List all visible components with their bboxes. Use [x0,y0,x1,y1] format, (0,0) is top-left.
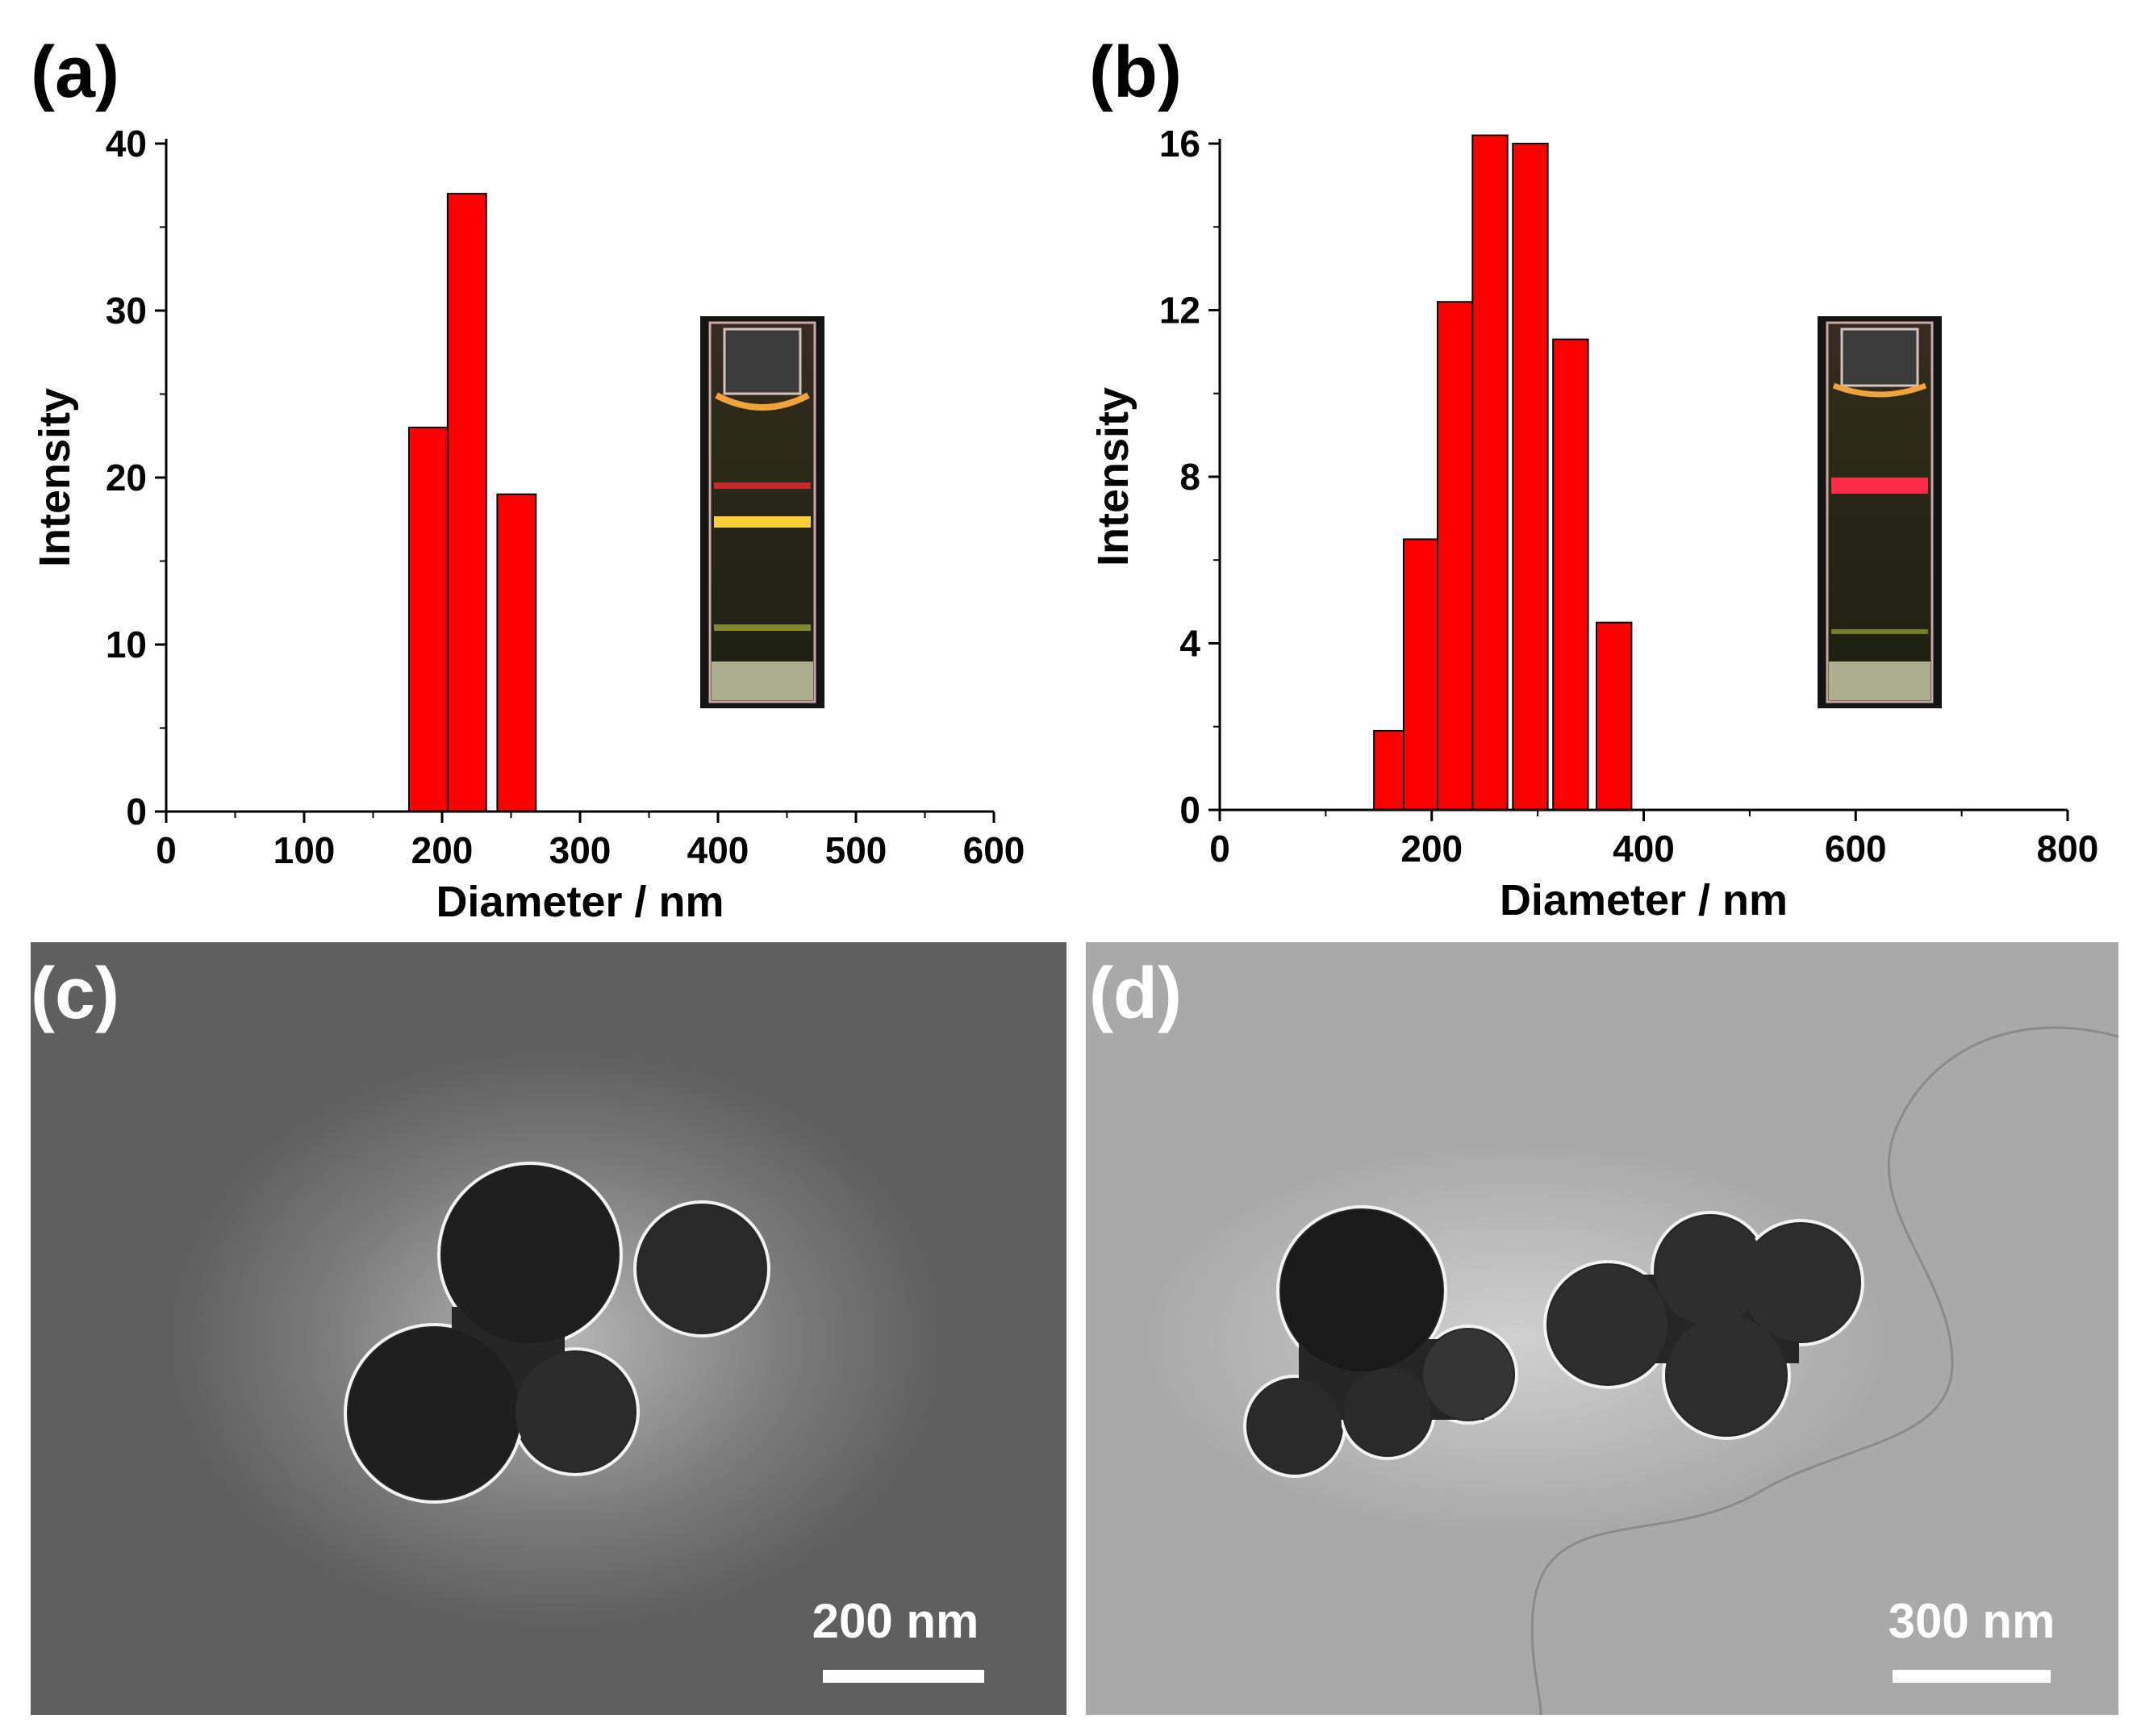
panel-a-y-tick-label: 40 [106,123,147,165]
panel-b-x-tick-label: 400 [1613,828,1675,870]
panel-c-particle-cluster [344,1162,770,1504]
panel-a-bar-1 [446,193,487,813]
panel-a-bar-0 [407,426,449,813]
panel-a-x-tick-label: 300 [549,829,611,871]
panel-b-y-axis-title: Intensity [1089,387,1137,566]
panel-b-x-tick-label: 200 [1400,828,1463,870]
panel-c-scale-bar [823,1670,984,1683]
panel-b-bars [1373,134,1633,812]
panel-c-label: (c) [31,954,119,1034]
panel-a-x-tick-label: 200 [411,829,474,871]
panel-d-particle-cluster [1243,1205,1864,1478]
panel-d-scale-bar [1893,1670,2051,1683]
panel-a-y-tick-label: 0 [126,791,147,833]
panel-b-bar-1 [1402,538,1440,811]
panel-b-x-axis-title: Diameter / nm [1500,876,1788,924]
panel-a-y-tick-label: 20 [106,457,147,499]
panel-b-bar-2 [1436,301,1474,811]
panel-d-label: (d) [1089,954,1182,1034]
panel-a-x-axis-title: Diameter / nm [436,878,724,926]
panel-b-axes: 0 200 400 600 800 0 4 8 12 16 Diameter / nm Intensi… [1089,123,2098,924]
panel-a-label: (a) [31,32,119,113]
panel-a-y-axis-title: Intensity [31,388,79,567]
panel-d-scale-bar-label: 300 nm [1889,1594,2056,1648]
panel-b-bar-3 [1471,134,1509,812]
panel-a-y-tick-label: 10 [106,624,147,666]
panel-b-bar-6 [1596,621,1633,811]
panel-b-y-tick-label: 16 [1159,123,1200,165]
panel-b-y-tick-label: 4 [1179,623,1200,665]
panel-b-bar-5 [1552,338,1589,811]
panel-b-inset-cuvette-photo [1818,316,1942,708]
panel-a-x-tick-label: 100 [273,829,336,871]
panel-a-x-tick-label: 0 [156,829,177,871]
panel-c-scale-bar-label: 200 nm [812,1594,979,1648]
panel-b-bar-4 [1512,143,1549,811]
panel-b-x-tick-label: 0 [1209,828,1230,870]
panel-a-x-tick-label: 600 [963,829,1025,871]
panel-b-x-tick-label: 600 [1825,828,1887,870]
panel-a-y-tick-label: 30 [106,290,147,332]
panel-a-bars [407,193,537,813]
panel-a-x-tick-label: 500 [825,829,887,871]
panel-a-axes: 0 100 200 300 400 500 600 0 10 20 30 40 Diameter / n… [31,123,1025,926]
panel-d-tem-image: (d) 300 nm [1086,942,2119,1716]
panel-b-x-tick-label: 800 [2037,828,2099,870]
panel-a-inset-cuvette-photo [700,316,824,708]
panel-b-y-tick-label: 12 [1159,290,1200,332]
panel-a-x-tick-label: 400 [687,829,749,871]
panel-b-y-tick-label: 0 [1179,789,1200,831]
panel-a-bar-2 [496,493,537,812]
panel-a-histogram: (a) 0 100 200 300 400 500 600 0 10 20 30 40 Diameter… [31,32,1025,926]
panel-c-tem-image: (c) 200 nm [31,942,1066,1715]
panel-b-histogram: (b) 0 200 400 600 800 0 4 8 12 16 Diameter / nm Int… [1089,32,2098,924]
panel-b-y-tick-label: 8 [1179,456,1200,498]
panel-b-label: (b) [1089,32,1182,113]
